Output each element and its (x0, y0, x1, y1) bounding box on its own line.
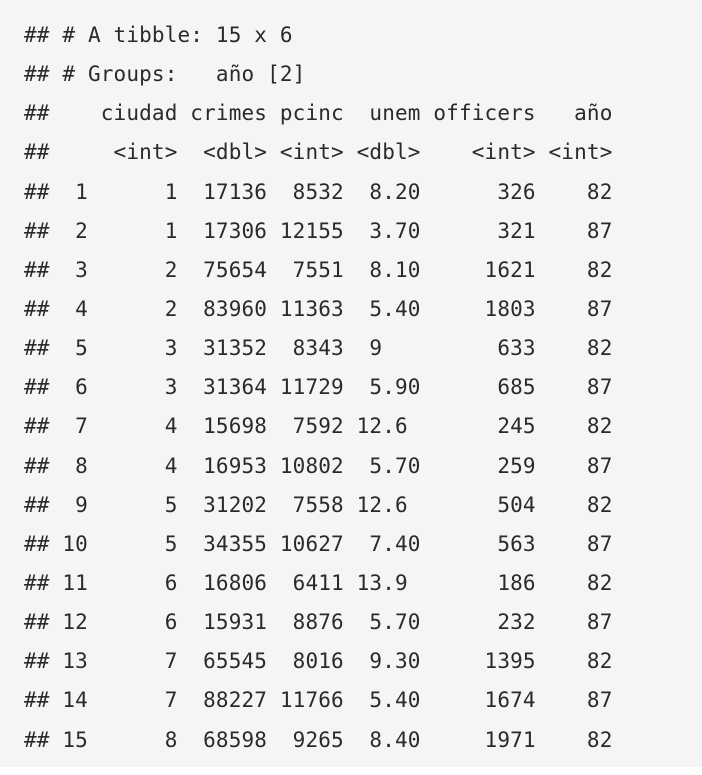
table-row: ## 6 3 31364 11729 5.90 685 87 (24, 375, 613, 400)
table-row: ## 4 2 83960 11363 5.40 1803 87 (24, 296, 613, 321)
table-row: ## 14 7 88227 11766 5.40 1674 87 (24, 688, 613, 713)
tibble-column-types: ## <int> <dbl> <int> <dbl> <int> <int> (24, 140, 613, 165)
tibble-column-header: ## ciudad crimes pcinc unem officers año (24, 101, 613, 126)
table-row: ## 7 4 15698 7592 12.6 245 82 (24, 414, 613, 439)
table-row: ## 10 5 34355 10627 7.40 563 87 (24, 531, 613, 556)
table-row: ## 11 6 16806 6411 13.9 186 82 (24, 570, 613, 595)
table-row: ## 13 7 65545 8016 9.30 1395 82 (24, 649, 613, 674)
table-row: ## 1 1 17136 8532 8.20 326 82 (24, 179, 613, 204)
table-row: ## 3 2 75654 7551 8.10 1621 82 (24, 257, 613, 282)
tibble-dimensions-line: ## # A tibble: 15 x 6 (24, 23, 293, 47)
table-row: ## 8 4 16953 10802 5.70 259 87 (24, 453, 613, 478)
table-row: ## 12 6 15931 8876 5.70 232 87 (24, 610, 613, 635)
table-row: ## 9 5 31202 7558 12.6 504 82 (24, 492, 613, 517)
tibble-groups-line: ## # Groups: año [2] (24, 62, 306, 87)
table-row: ## 15 8 68598 9265 8.40 1971 82 (24, 727, 613, 752)
table-row: ## 2 1 17306 12155 3.70 321 87 (24, 218, 613, 243)
table-row: ## 5 3 31352 8343 9 633 82 (24, 336, 613, 361)
